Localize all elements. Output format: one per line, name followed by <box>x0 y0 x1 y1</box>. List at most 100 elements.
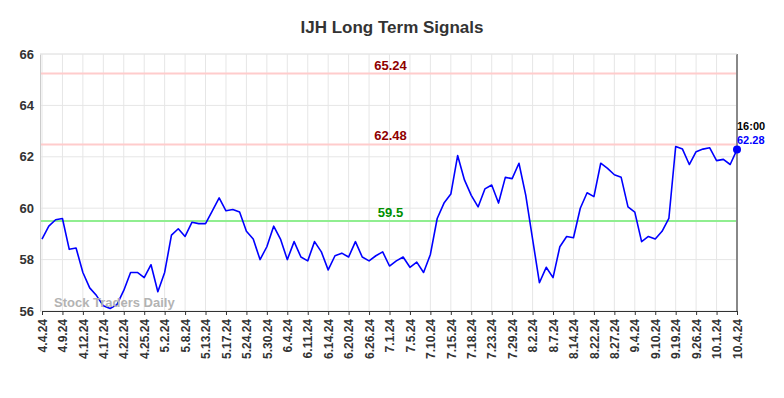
x-grid-line <box>246 54 247 311</box>
x-tick-label: 8.14.24 <box>567 319 581 359</box>
x-tick: 5.13.24 <box>199 311 213 359</box>
x-tick: 4.12.24 <box>77 311 91 359</box>
x-grid-line <box>430 54 431 311</box>
x-tick-mark <box>410 311 411 315</box>
last-point <box>733 146 741 154</box>
x-tick-mark <box>62 311 63 315</box>
x-tick-label: 9.26.24 <box>690 319 704 359</box>
x-tick-mark <box>696 311 697 315</box>
x-tick: 7.15.24 <box>445 311 459 359</box>
x-tick: 7.1.24 <box>383 311 397 352</box>
x-tick: 10.4.24 <box>731 311 745 359</box>
x-tick: 4.25.24 <box>138 311 152 359</box>
x-tick: 6.4.24 <box>281 311 295 352</box>
x-axis: 4.4.24 4.9.24 4.12.24 4.17.24 4.22.24 4.25.24… <box>36 311 745 359</box>
y-tick-label: 58 <box>20 252 34 267</box>
plot-background <box>40 54 737 311</box>
x-tick-mark <box>573 311 574 315</box>
x-tick-mark <box>103 311 104 315</box>
x-tick-mark <box>655 311 656 315</box>
x-grid-line <box>532 54 533 311</box>
x-tick-label: 4.25.24 <box>138 319 152 359</box>
x-tick-label: 8.22.24 <box>588 319 602 359</box>
x-tick-label: 5.2.24 <box>158 319 172 353</box>
x-tick-label: 4.9.24 <box>56 319 70 353</box>
x-grid-line <box>307 54 308 311</box>
x-tick-label: 9.19.24 <box>669 319 683 359</box>
x-grid-line <box>409 54 410 311</box>
x-tick-mark <box>308 311 309 315</box>
x-grid-line <box>491 54 492 311</box>
x-tick-mark <box>287 311 288 315</box>
x-grid-line <box>593 54 594 311</box>
x-tick-mark <box>226 311 227 315</box>
y-tick: 58 <box>20 252 40 267</box>
x-tick: 4.4.24 <box>36 311 50 352</box>
x-tick-mark <box>451 311 452 315</box>
x-tick-label: 4.4.24 <box>36 319 50 353</box>
x-grid-line <box>675 54 676 311</box>
x-grid-line <box>512 54 513 311</box>
x-axis-line <box>43 312 738 316</box>
y-tick: 56 <box>20 304 40 319</box>
x-tick-label: 10.4.24 <box>731 319 745 359</box>
x-tick-label: 10.1.24 <box>710 319 724 359</box>
y-tick-label: 56 <box>20 304 34 319</box>
x-grid-line <box>62 54 63 311</box>
x-tick-label: 7.23.24 <box>485 319 499 359</box>
y-tick-label: 66 <box>20 47 34 62</box>
x-tick-label: 8.2.24 <box>526 319 540 353</box>
x-grid-line <box>287 54 288 311</box>
x-tick-label: 4.22.24 <box>117 319 131 359</box>
x-tick: 7.10.24 <box>424 311 438 359</box>
x-tick-mark <box>246 311 247 315</box>
plot-frame-right <box>736 54 738 311</box>
x-grid-line <box>471 54 472 311</box>
x-tick-mark <box>553 311 554 315</box>
x-tick-label: 7.29.24 <box>506 319 520 359</box>
x-tick-label: 7.15.24 <box>445 319 459 359</box>
y-tick-label: 60 <box>20 201 34 216</box>
y-axis: 565860626466 <box>20 47 41 319</box>
x-tick: 8.7.24 <box>547 311 561 352</box>
x-tick-label: 8.7.24 <box>547 319 561 353</box>
last-value-label: 62.28 <box>737 134 765 146</box>
x-tick-label: 6.26.24 <box>363 319 377 359</box>
x-tick-mark <box>471 311 472 315</box>
x-grid-line <box>716 54 717 311</box>
x-tick: 7.18.24 <box>465 311 479 359</box>
y-axis-line <box>40 55 41 312</box>
x-tick-mark <box>144 311 145 315</box>
x-tick-label: 7.10.24 <box>424 319 438 359</box>
x-tick-mark <box>390 311 391 315</box>
x-grid-line <box>225 54 226 311</box>
reference-lines <box>40 74 737 222</box>
time-annotation: 16:00 <box>737 120 765 132</box>
x-grid-line <box>696 54 697 311</box>
x-tick: 8.22.24 <box>588 311 602 359</box>
x-grid-line <box>266 54 267 311</box>
x-tick-mark <box>267 311 268 315</box>
x-tick: 10.1.24 <box>710 311 724 359</box>
x-tick-mark <box>42 311 43 315</box>
y-tick-label: 62 <box>20 149 34 164</box>
x-grid-line <box>737 54 738 311</box>
x-tick-mark <box>349 311 350 315</box>
x-grid-line <box>328 54 329 311</box>
x-tick-label: 4.12.24 <box>77 319 91 359</box>
y-tick: 66 <box>20 47 40 62</box>
x-tick-label: 7.1.24 <box>383 319 397 353</box>
x-tick-label: 4.17.24 <box>97 319 111 359</box>
x-tick-label: 9.10.24 <box>649 319 663 359</box>
x-tick-mark <box>185 311 186 315</box>
reference-line <box>40 220 737 222</box>
x-tick: 6.20.24 <box>342 311 356 359</box>
x-tick: 7.29.24 <box>506 311 520 359</box>
x-tick-label: 6.11.24 <box>301 319 315 359</box>
reference-label: 65.24 <box>374 58 407 73</box>
x-tick: 6.26.24 <box>363 311 377 359</box>
x-tick-label: 7.5.24 <box>404 319 418 353</box>
x-tick-label: 5.30.24 <box>261 319 275 359</box>
x-tick-label: 6.4.24 <box>281 319 295 353</box>
x-tick-label: 6.14.24 <box>322 319 336 359</box>
